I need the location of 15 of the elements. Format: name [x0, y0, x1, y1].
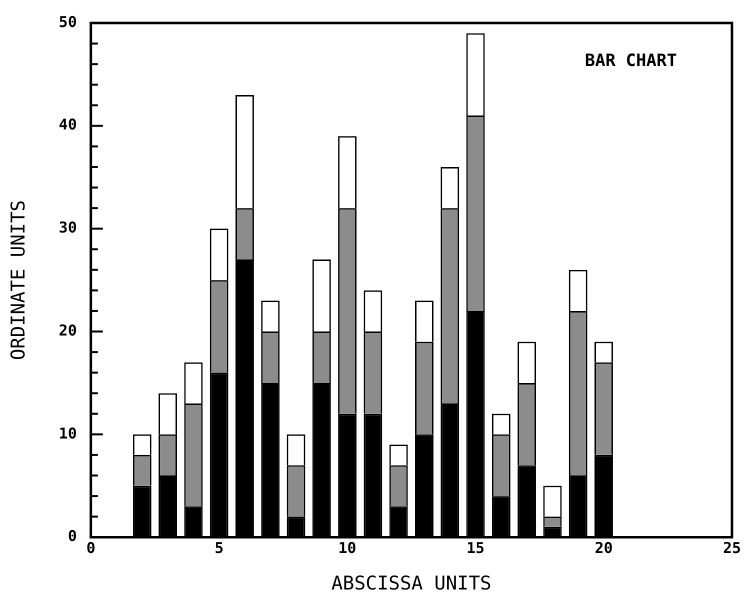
x-axis-title: ABSCISSA UNITS — [331, 572, 492, 595]
x-tick-label: 15 — [466, 539, 485, 558]
x-tick-label: 10 — [338, 539, 356, 558]
text: BAR CHART — [584, 50, 677, 71]
y-tick-label: 10 — [58, 424, 77, 442]
y-tick-label: 40 — [58, 116, 77, 134]
x-tick-label: 0 — [86, 539, 96, 558]
x-tick-label: 20 — [594, 539, 613, 558]
y-axis-title: ORDINATE UNITS — [7, 200, 30, 360]
x-tick-label: 25 — [722, 539, 741, 558]
y-tick-label: 0 — [68, 527, 77, 546]
y-tick-label: 50 — [58, 12, 77, 31]
y-tick-label: 20 — [58, 321, 77, 340]
x-tick-label: 5 — [214, 539, 224, 558]
y-tick-label: 30 — [58, 218, 77, 237]
